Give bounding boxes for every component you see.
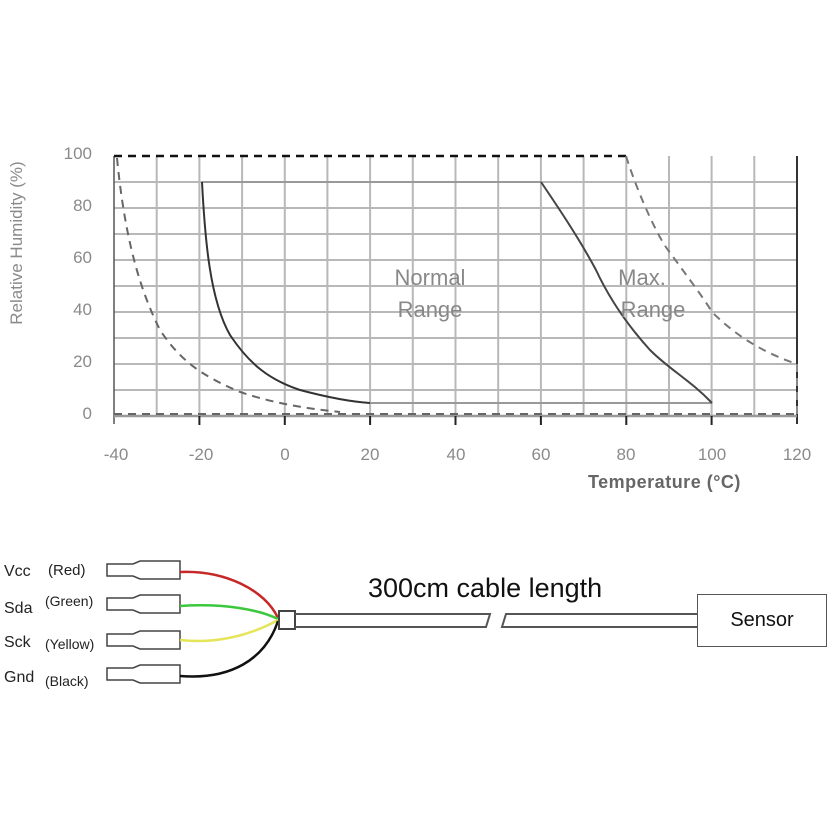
x-tick-neg40: -40	[103, 445, 129, 464]
x-tick-neg20: -20	[188, 445, 214, 464]
normal-range-line2: Range	[397, 297, 463, 322]
wire-label-sda: Sda	[4, 600, 33, 617]
max-range-label: Max. Range	[598, 265, 708, 323]
wire-label-gnd: Gnd	[4, 669, 35, 686]
max-range-line2: Range	[620, 297, 686, 322]
y-tick-80: 80	[73, 196, 92, 215]
x-axis-label: Temperature (°C)	[588, 472, 741, 492]
x-tick-60: 60	[531, 445, 551, 464]
wire-label-sck: Sck	[4, 634, 31, 651]
sensor-label: Sensor	[730, 609, 794, 631]
max-range-line1: Max.	[618, 265, 666, 290]
cable-length-label: 300cm cable length	[368, 573, 603, 603]
y-axis-label: Relative Humidity (%)	[7, 161, 26, 325]
normal-range-boundary	[201, 181, 713, 404]
wire-color-black: (Black)	[45, 673, 89, 689]
y-tick-0: 0	[82, 404, 92, 423]
wire-color-green: (Green)	[45, 593, 94, 609]
wire-color-yellow: (Yellow)	[45, 636, 95, 652]
normal-range-label: Normal Range	[370, 265, 490, 323]
x-tick-100: 100	[697, 445, 727, 464]
x-tick-120: 120	[782, 445, 812, 464]
x-tick-80: 80	[616, 445, 636, 464]
x-tick-40: 40	[446, 445, 466, 464]
normal-range-line1: Normal	[394, 265, 466, 290]
x-tick-20: 20	[360, 445, 380, 464]
sensor-box: Sensor	[697, 594, 827, 647]
max-range-boundary	[114, 154, 798, 416]
wire-color-red: (Red)	[48, 562, 86, 579]
chart-grid	[114, 156, 797, 416]
y-tick-20: 20	[73, 352, 92, 371]
x-tick-0: 0	[280, 445, 290, 464]
y-tick-40: 40	[73, 300, 92, 319]
wire-label-vcc: Vcc	[4, 563, 31, 580]
y-tick-100: 100	[63, 144, 92, 163]
y-tick-60: 60	[73, 248, 92, 267]
